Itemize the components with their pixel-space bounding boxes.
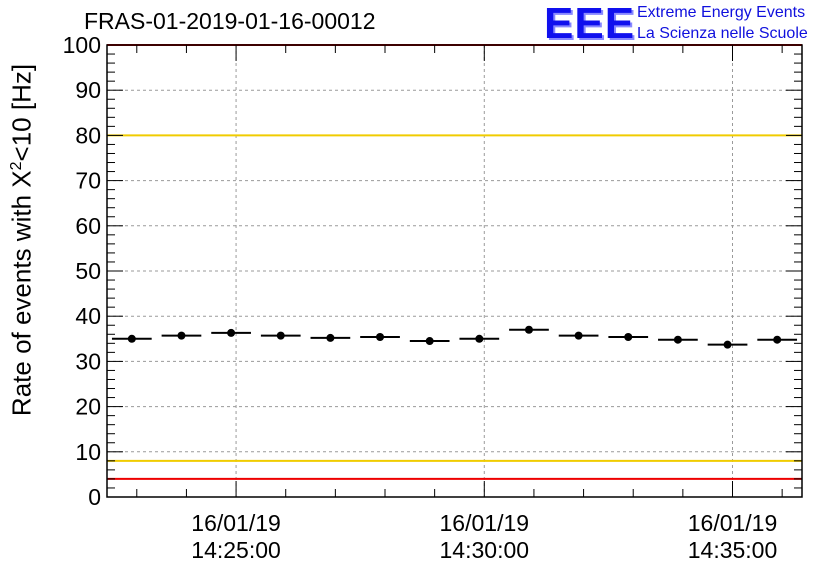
y-axis-label: Rate of events with X2<10 [Hz] bbox=[7, 64, 38, 416]
y-tick-labels: 0 10 20 30 40 50 60 70 80 90 100 bbox=[63, 32, 101, 510]
y-tick-label: 20 bbox=[75, 394, 101, 420]
x-tick-labels: 16/01/1914:25:0016/01/1914:30:0016/01/19… bbox=[191, 510, 777, 563]
data-point bbox=[177, 331, 186, 340]
data-point bbox=[127, 334, 136, 343]
grid bbox=[107, 45, 802, 497]
reference-lines bbox=[107, 44, 802, 480]
y-axis-label-sup: 2 bbox=[7, 161, 25, 171]
y-tick-label: 90 bbox=[75, 77, 101, 103]
y-tick-label: 40 bbox=[75, 303, 101, 329]
data-point bbox=[376, 332, 385, 341]
data-point bbox=[276, 331, 285, 340]
eee-logo: EEE bbox=[544, 0, 636, 48]
data-point bbox=[574, 331, 583, 340]
y-tick-label: 10 bbox=[75, 439, 101, 465]
x-tick-label-time: 14:35:00 bbox=[688, 537, 778, 563]
y-tick-label: 30 bbox=[75, 348, 101, 374]
data-point bbox=[723, 340, 732, 349]
logo-line-1: Extreme Energy Events bbox=[637, 4, 806, 21]
data-point bbox=[773, 335, 782, 344]
y-axis-label-prefix: Rate of events with X bbox=[6, 170, 37, 417]
y-tick-label: 80 bbox=[75, 122, 101, 148]
logo-line-2: La Scienza nelle Scuole bbox=[637, 25, 808, 42]
y-tick-label: 0 bbox=[88, 484, 101, 510]
y-tick-label: 100 bbox=[63, 32, 101, 58]
y-tick-label: 70 bbox=[75, 168, 101, 194]
data-point bbox=[227, 328, 236, 337]
x-tick-label-date: 16/01/19 bbox=[688, 510, 778, 536]
x-tick-label-date: 16/01/19 bbox=[440, 510, 530, 536]
data-point bbox=[673, 335, 682, 344]
x-tick-label-date: 16/01/19 bbox=[191, 510, 281, 536]
axis-ticks bbox=[107, 44, 802, 498]
data-point bbox=[624, 332, 633, 341]
chart-title: FRAS-01-2019-01-16-00012 bbox=[84, 8, 376, 34]
x-tick-label-time: 14:25:00 bbox=[191, 537, 281, 563]
y-tick-label: 60 bbox=[75, 213, 101, 239]
x-tick-label-time: 14:30:00 bbox=[440, 537, 530, 563]
y-tick-label: 50 bbox=[75, 258, 101, 284]
y-axis-label-suffix: <10 [Hz] bbox=[6, 63, 37, 162]
data-point bbox=[326, 333, 335, 342]
data-points bbox=[111, 325, 798, 349]
data-point bbox=[524, 325, 533, 334]
data-point bbox=[425, 337, 434, 346]
data-point bbox=[475, 334, 484, 343]
